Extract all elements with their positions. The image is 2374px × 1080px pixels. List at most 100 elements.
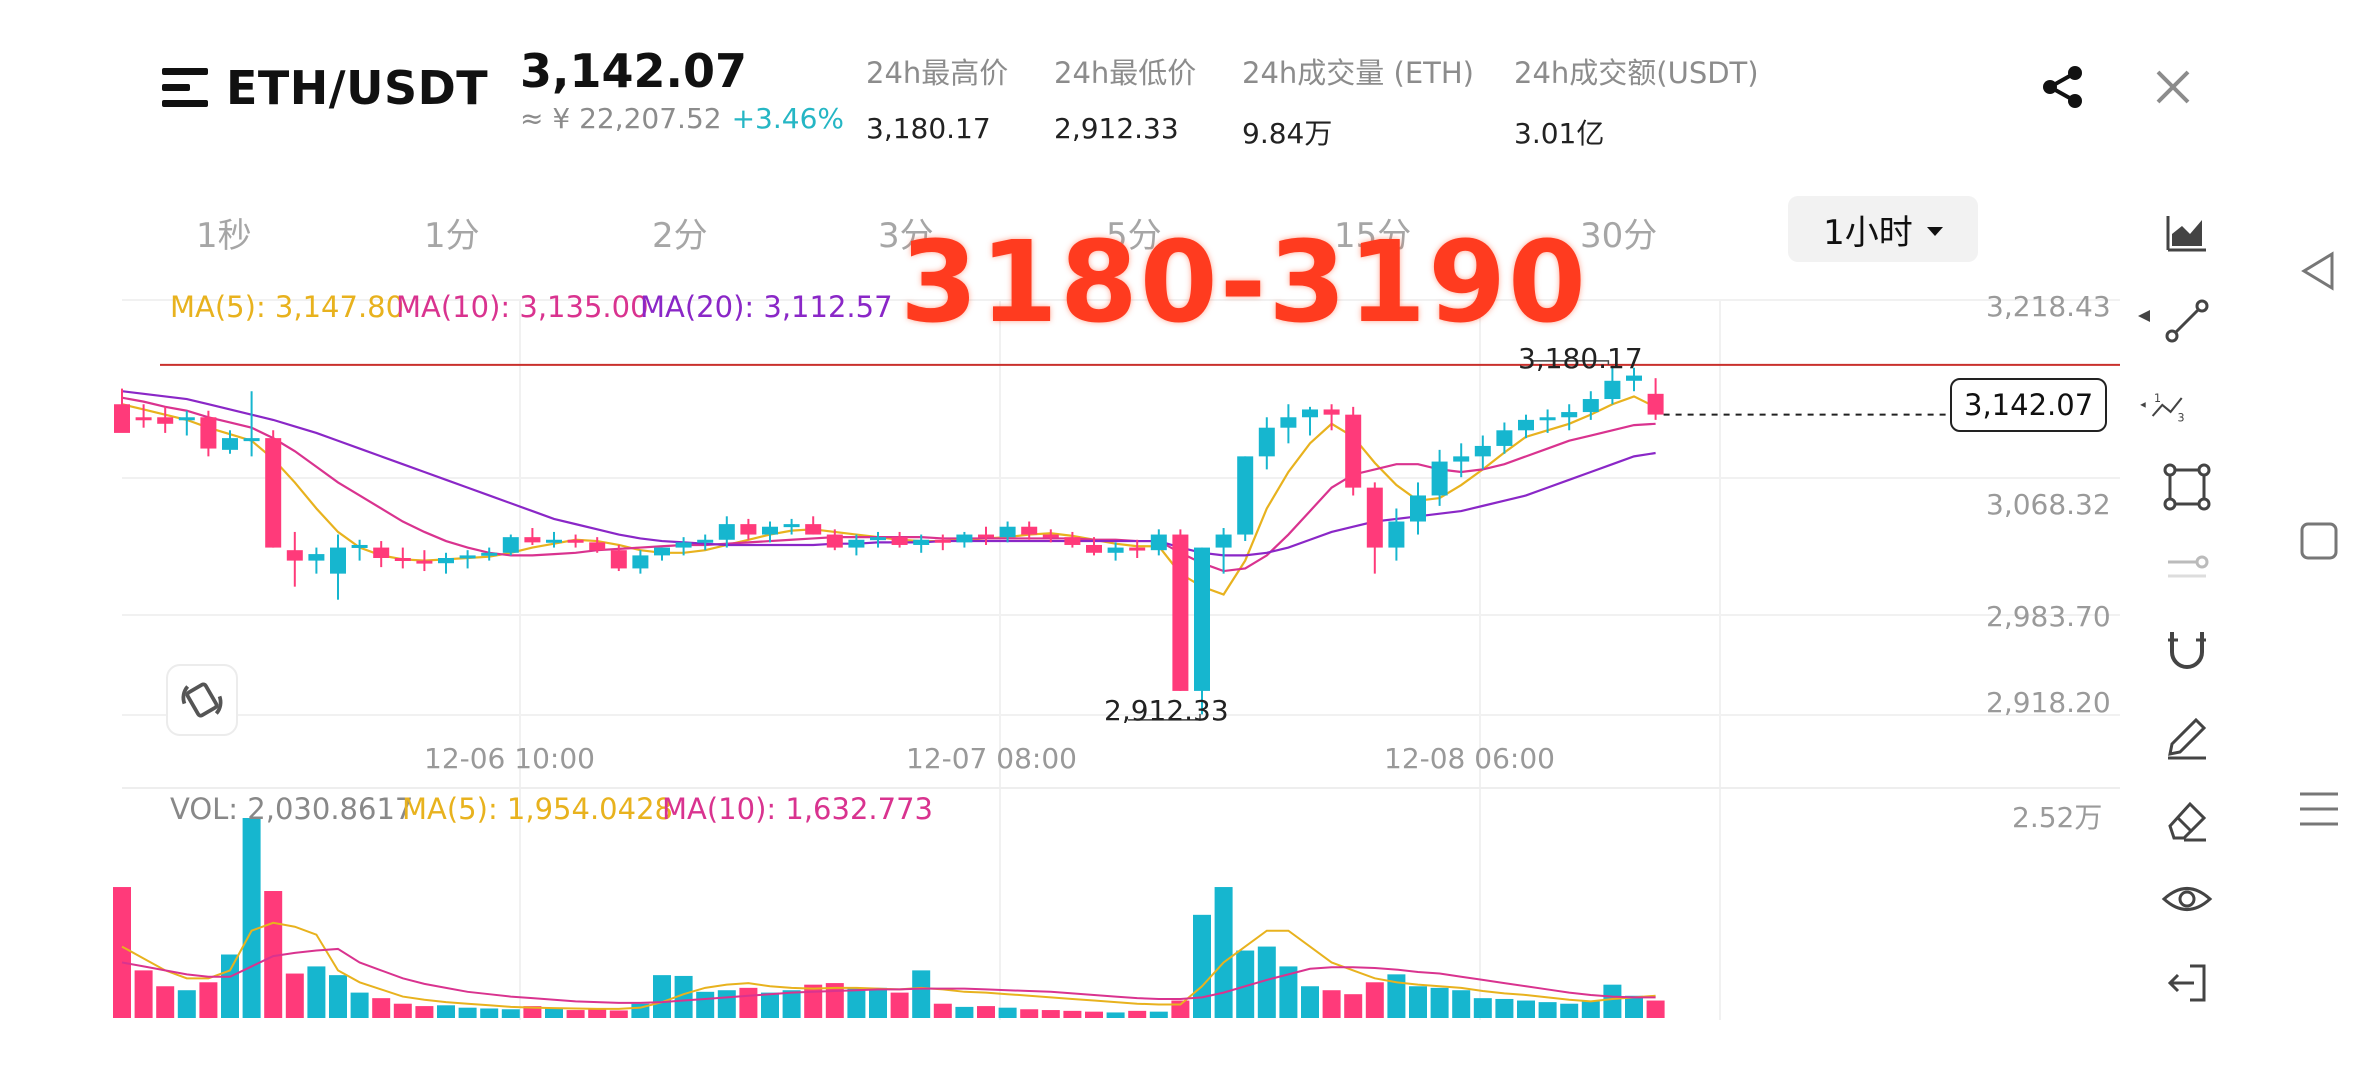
volume-bar	[1085, 1011, 1103, 1018]
tab-5m[interactable]: 5分	[1106, 216, 1162, 256]
tab-3m[interactable]: 3分	[878, 216, 934, 256]
stat-low: 24h最低价 2,912.33	[1054, 50, 1196, 145]
candle-body	[1129, 547, 1146, 551]
kline-chart[interactable]	[0, 270, 2200, 1040]
ma10-indicator: MA(10): 3,135.00	[396, 290, 649, 324]
candle-body	[891, 537, 908, 545]
volume-bar	[912, 970, 931, 1018]
multi-line-tool-icon[interactable]: 1 3	[2136, 380, 2190, 434]
svg-text:3: 3	[2178, 412, 2185, 425]
candle-body	[222, 438, 238, 450]
chevron-down-icon	[1926, 226, 1943, 236]
eraser-icon[interactable]	[2160, 792, 2214, 846]
vol-indicator: VOL: 2,030.8617	[170, 792, 414, 826]
tab-2m[interactable]: 2分	[652, 216, 708, 256]
candle-body	[1280, 417, 1297, 428]
candle-body	[1647, 393, 1664, 415]
candle-body	[805, 524, 822, 535]
home-icon[interactable]	[2294, 516, 2344, 566]
volume-bar	[977, 1006, 995, 1018]
candle-body	[1172, 534, 1189, 691]
candle-body	[1237, 456, 1254, 535]
price-sub: ≈ ¥ 22,207.52 +3.46%	[520, 102, 844, 135]
candle-body	[654, 547, 670, 556]
candle-body	[848, 539, 865, 548]
reset-view-icon[interactable]	[166, 664, 238, 736]
close-icon[interactable]	[2150, 64, 2196, 110]
volume-bar	[545, 1008, 563, 1018]
time-axis-label: 12-06 10:00	[424, 742, 595, 775]
recents-icon[interactable]	[2294, 784, 2344, 834]
volume-bar	[890, 992, 909, 1018]
volume-bar	[1041, 1010, 1060, 1018]
volume-bar	[221, 954, 239, 1018]
candle-body	[1215, 534, 1232, 548]
price-axis-label: 3,218.43	[1986, 290, 2111, 323]
volume-bar	[804, 984, 823, 1018]
volume-bar	[1430, 987, 1449, 1018]
tab-1h[interactable]: 1小时	[1788, 196, 1978, 262]
rectangle-tool-icon[interactable]	[2160, 460, 2214, 514]
volume-bar	[1106, 1012, 1125, 1018]
volume-bar	[674, 975, 693, 1018]
volume-axis-label: 2.52万	[2012, 801, 2103, 834]
price-change: +3.46%	[731, 102, 844, 135]
stat-volume: 24h成交量 (ETH) 9.84万	[1242, 50, 1474, 152]
svg-text:1: 1	[2154, 392, 2161, 405]
tab-1s[interactable]: 1秒	[196, 216, 252, 256]
area-chart-icon[interactable]	[2160, 206, 2214, 260]
volume-bar	[393, 1003, 412, 1018]
pair-selector[interactable]: ETH/USDT	[162, 56, 488, 120]
volume-bar	[717, 990, 736, 1018]
line-tool-icon[interactable]	[2160, 294, 2214, 348]
candle-body	[675, 542, 692, 548]
volume-bar	[847, 987, 866, 1018]
back-icon[interactable]	[2294, 246, 2344, 296]
candles	[114, 364, 1664, 715]
volume-bar	[372, 998, 391, 1018]
time-axis-label: 12-08 06:00	[1384, 742, 1555, 775]
stat-value: 9.84万	[1242, 117, 1333, 150]
candle-body	[1431, 461, 1448, 496]
ma10-line	[121, 396, 1656, 573]
volume-bar	[1279, 966, 1298, 1018]
volume-bar	[1517, 1000, 1535, 1018]
volume-bar	[156, 986, 175, 1018]
tab-1h-label: 1小时	[1823, 212, 1913, 253]
price-axis-label: 2,983.70	[1986, 600, 2111, 633]
volume-bar	[609, 1010, 628, 1018]
exit-icon[interactable]	[2160, 956, 2214, 1010]
ma5-indicator: MA(5): 3,147.80	[170, 290, 405, 324]
candle-body	[632, 555, 649, 569]
candle-body	[200, 417, 217, 449]
volume_ma10-line	[121, 947, 1656, 1004]
candle-body	[178, 417, 195, 421]
high-callout-line	[1532, 360, 1610, 365]
eye-icon[interactable]	[2160, 872, 2214, 926]
candle-body	[459, 555, 476, 559]
tab-30m[interactable]: 30分	[1580, 216, 1658, 256]
magnet-icon[interactable]	[2160, 624, 2214, 678]
pencil-icon[interactable]	[2160, 710, 2214, 764]
candle-body	[135, 417, 152, 421]
tab-1m[interactable]: 1分	[424, 216, 480, 256]
volume-bar	[869, 987, 887, 1018]
candle-body	[308, 554, 325, 561]
tab-15m[interactable]: 15分	[1334, 216, 1412, 256]
candle-body	[978, 534, 994, 538]
candle-body	[1604, 380, 1621, 400]
candle-body	[870, 537, 886, 541]
candle-body	[524, 537, 541, 543]
chart-marks	[160, 360, 2120, 721]
candle-body	[114, 404, 130, 433]
hide-tool-icon[interactable]	[2160, 542, 2214, 596]
candle-body	[1453, 456, 1470, 462]
candle-body	[373, 547, 390, 558]
share-icon[interactable]	[2040, 64, 2086, 110]
candle-body	[567, 539, 584, 543]
candle-body	[697, 539, 714, 543]
volume-bar	[1365, 982, 1384, 1018]
volume-bar	[199, 982, 218, 1018]
volume-bar	[1387, 974, 1406, 1018]
menu-icon[interactable]	[162, 66, 208, 110]
